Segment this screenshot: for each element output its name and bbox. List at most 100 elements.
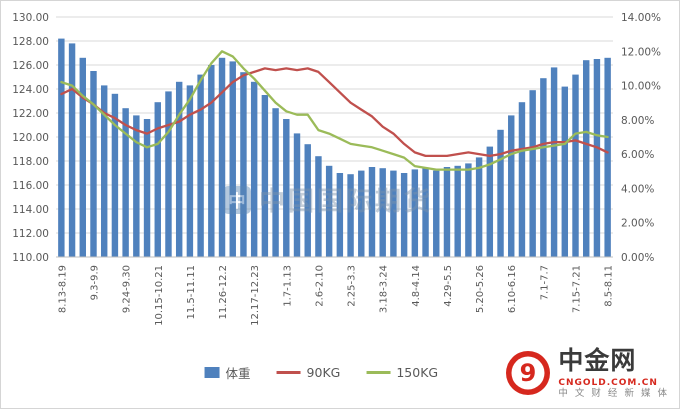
svg-text:130.00: 130.00 (12, 12, 49, 24)
legend-label-150kg: 150KG (396, 365, 439, 380)
svg-text:4.8-4.14: 4.8-4.14 (411, 265, 422, 307)
legend-item-90kg: 90KG (276, 365, 341, 380)
svg-text:8.13-8.19: 8.13-8.19 (57, 265, 68, 313)
svg-text:6.00%: 6.00% (621, 149, 654, 161)
bar (336, 173, 344, 257)
svg-text:14.00%: 14.00% (621, 12, 661, 24)
site-logo: 9 中金网 CNGOLD.COM.CN 中 文 财 经 新 媒 体 (505, 346, 669, 400)
bar (550, 67, 558, 258)
x-axis-labels: 8.13-8.19 9.3-9.9 9.24-9.30 10.15-10.21 11.5… (57, 265, 614, 326)
bar (154, 102, 161, 257)
bar (100, 85, 108, 258)
bar (111, 93, 119, 257)
bar (122, 108, 129, 257)
bar-swatch-icon (204, 367, 220, 378)
bar (143, 119, 151, 257)
svg-text:118.00: 118.00 (12, 156, 49, 168)
cngold-logo-icon: 9 (506, 351, 551, 396)
bar (240, 72, 247, 257)
svg-text:114.00: 114.00 (12, 204, 49, 216)
svg-text:12.00%: 12.00% (621, 46, 661, 58)
y-axis-left-labels: 130.00 128.00 126.00 124.00 122.00 120.00 118.… (12, 12, 49, 264)
bar (508, 115, 515, 258)
bar (475, 157, 483, 257)
svg-text:112.00: 112.00 (12, 228, 49, 240)
svg-text:2.00%: 2.00% (621, 218, 654, 230)
line-150kg (60, 50, 609, 171)
combo-chart-svg: 130.00 128.00 126.00 124.00 122.00 120.00 118.… (12, 12, 661, 326)
bar (261, 95, 269, 257)
bar (218, 57, 226, 257)
svg-text:9.24-9.30: 9.24-9.30 (122, 265, 133, 313)
svg-text:126.00: 126.00 (12, 60, 49, 72)
bar (250, 81, 258, 257)
bars-weight (58, 38, 611, 258)
svg-text:5.20-5.26: 5.20-5.26 (475, 265, 486, 313)
bar (315, 156, 322, 257)
line-swatch-90kg-icon (276, 371, 301, 374)
svg-text:110.00: 110.00 (12, 252, 49, 264)
bar (518, 102, 526, 257)
svg-text:2.6-2.10: 2.6-2.10 (314, 265, 325, 307)
bar (604, 57, 611, 257)
bar (540, 78, 547, 257)
logo-tagline: 中 文 财 经 新 媒 体 (558, 388, 669, 400)
svg-text:124.00: 124.00 (12, 84, 49, 96)
svg-text:4.00%: 4.00% (621, 183, 654, 195)
bar (572, 74, 579, 257)
bar (272, 108, 279, 257)
svg-text:128.00: 128.00 (12, 36, 49, 48)
svg-text:9.3-9.9: 9.3-9.9 (89, 265, 100, 300)
bar (175, 81, 183, 257)
svg-text:0.00%: 0.00% (621, 252, 654, 264)
svg-text:7.1-7.7: 7.1-7.7 (539, 265, 550, 300)
bar (433, 170, 440, 257)
line-90kg (60, 67, 609, 158)
bar (443, 167, 451, 257)
svg-text:11.26-12.2: 11.26-12.2 (218, 265, 229, 320)
svg-text:3.18-3.24: 3.18-3.24 (379, 265, 390, 313)
svg-text:1.7-1.13: 1.7-1.13 (282, 265, 293, 307)
bar (197, 74, 204, 257)
bar (208, 65, 215, 257)
bar (411, 169, 419, 257)
svg-text:8.5-8.11: 8.5-8.11 (604, 265, 615, 307)
bar (561, 86, 569, 257)
bar (465, 163, 472, 257)
svg-text:4.29-5.5: 4.29-5.5 (443, 265, 454, 307)
bar (347, 174, 354, 257)
legend-item-150kg: 150KG (366, 365, 438, 380)
svg-text:11.5-11.11: 11.5-11.11 (186, 265, 197, 320)
bar (304, 144, 311, 257)
svg-text:12.17-12.23: 12.17-12.23 (250, 265, 261, 326)
bar (400, 173, 408, 257)
bar (229, 61, 236, 258)
bar (422, 168, 429, 257)
bar (583, 60, 590, 258)
svg-text:116.00: 116.00 (12, 180, 49, 192)
svg-text:6.10-6.16: 6.10-6.16 (507, 265, 518, 313)
legend-item-weight: 体重 (204, 363, 251, 382)
bar (325, 165, 333, 257)
legend-label-weight: 体重 (225, 366, 251, 381)
svg-text:10.15-10.21: 10.15-10.21 (154, 265, 165, 326)
y-axis-right-labels: 14.00% 12.00% 10.00% 8.00% 6.00% 4.00% 2.00% 0.… (621, 12, 661, 264)
bar (293, 133, 301, 257)
svg-text:7.15-7.21: 7.15-7.21 (572, 265, 583, 313)
bar (58, 38, 65, 257)
svg-text:120.00: 120.00 (12, 132, 49, 144)
svg-text:9: 9 (520, 359, 537, 387)
svg-text:122.00: 122.00 (12, 108, 49, 120)
bar (390, 170, 397, 257)
line-swatch-150kg-icon (366, 371, 391, 374)
bar (90, 71, 97, 257)
svg-text:8.00%: 8.00% (621, 115, 654, 127)
chart-legend: 体重 90KG 150KG (204, 363, 438, 382)
legend-label-90kg: 90KG (306, 365, 341, 380)
bar (497, 129, 504, 257)
bar (165, 91, 172, 258)
svg-text:10.00%: 10.00% (621, 81, 661, 93)
bar (133, 115, 140, 258)
svg-text:2.25-3.3: 2.25-3.3 (347, 265, 358, 307)
